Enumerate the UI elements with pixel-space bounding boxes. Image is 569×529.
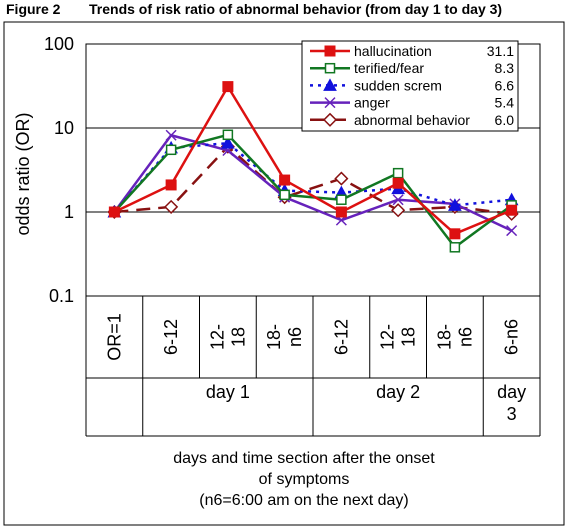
point-marker (324, 97, 336, 109)
marker-stroke (506, 225, 518, 237)
category-label-line: 12- (378, 324, 398, 350)
series-line (113, 133, 513, 232)
legend-value: 31.1 (487, 43, 514, 59)
caption-line-3: (n6=6:00 am on the next day) (199, 492, 408, 509)
category-label: 12- 18 (378, 324, 419, 350)
category-label-line: 6-12 (161, 319, 181, 355)
point-marker (449, 228, 461, 240)
category-label: OR=1 (104, 313, 124, 361)
point-marker (108, 206, 120, 218)
legend-value: 6.0 (495, 112, 515, 128)
series-line (114, 145, 512, 216)
y-tick-label: 0.1 (49, 286, 74, 306)
category-label-line: n6 (455, 327, 475, 347)
legend-label: abnormal behavior (354, 112, 470, 128)
category-label: 18- n6 (434, 324, 475, 350)
category-label-line: 6-n6 (502, 319, 522, 355)
category-label-line: OR=1 (104, 313, 124, 361)
point-marker (449, 242, 461, 253)
point-marker (222, 129, 234, 141)
category-label-line: 18- (264, 324, 284, 350)
category-label: 6-n6 (502, 319, 522, 355)
point-marker (279, 174, 291, 186)
legend-value: 6.6 (495, 77, 515, 93)
legend-entry: hallucination 31.1 (310, 43, 514, 59)
point-marker (324, 62, 336, 74)
point-marker (392, 194, 404, 206)
series-line (113, 85, 513, 236)
category-axis: OR=1 6-12 12- 18 18- n6 6-12 12- 18 18- n6 6-n6day … (85, 296, 541, 437)
marker-stroke (324, 97, 336, 109)
caption-line-2: of symptoms (259, 471, 350, 488)
legend-value: 8.3 (495, 60, 515, 76)
point-marker (506, 225, 518, 237)
group-label: day 1 (206, 382, 250, 402)
legend-label: anger (354, 95, 390, 111)
point-marker (506, 204, 518, 216)
point-marker (222, 81, 234, 93)
group-label: day 2 (376, 382, 420, 402)
legend-label: terified/fear (354, 60, 424, 76)
category-label-line: 18 (399, 327, 419, 347)
group-label: 3 (507, 404, 517, 424)
legend-label: hallucination (354, 43, 432, 59)
y-tick-label: 1 (64, 202, 74, 222)
point-marker (322, 112, 338, 127)
point-marker (165, 129, 177, 141)
category-label-line: 18- (434, 324, 454, 350)
point-marker (448, 198, 462, 211)
point-marker (165, 179, 177, 191)
point-marker (221, 136, 235, 149)
legend-value: 5.4 (495, 95, 515, 111)
figure-frame (3, 21, 565, 526)
y-tick-label: 10 (54, 118, 74, 138)
legend-label: sudden screm (354, 77, 442, 93)
marker-stroke (392, 194, 404, 206)
category-label-line: 12- (207, 324, 227, 350)
legend-box (301, 40, 519, 132)
y-axis-label: odds ratio (OR) (13, 112, 33, 235)
category-label: 12- 18 (207, 324, 248, 350)
point-marker (164, 199, 179, 214)
point-marker (165, 144, 177, 156)
marker-stroke (165, 129, 177, 141)
series-lines (107, 81, 519, 253)
series-0 (108, 81, 518, 240)
category-label-line: 18 (228, 327, 248, 347)
category-label: 6-12 (161, 319, 181, 355)
legend-entry: abnormal behavior 6.0 (310, 112, 514, 128)
point-marker (392, 167, 404, 179)
point-marker (335, 206, 347, 218)
group-label: day (497, 382, 526, 402)
caption-line-1: days and time section after the onset (173, 450, 435, 467)
category-label-line: n6 (285, 327, 305, 347)
point-marker (336, 194, 347, 205)
point-marker (324, 45, 336, 57)
figure-label: Figure 2 (6, 1, 61, 17)
figure-title: Trends of risk ratio of abnormal behavio… (89, 1, 502, 17)
legend-entry: anger 5.4 (310, 95, 514, 111)
category-label-line: 6-12 (331, 319, 351, 355)
y-tick-labels: 0.1 1 10 100 (44, 34, 74, 306)
point-marker (334, 171, 349, 186)
y-tick-label: 100 (44, 34, 74, 54)
point-marker (391, 203, 406, 218)
point-marker (279, 189, 290, 201)
category-label: 6-12 (331, 319, 351, 355)
category-label: 18- n6 (264, 324, 305, 350)
point-marker (392, 177, 404, 189)
point-marker (323, 78, 337, 91)
legend-entry: terified/fear 8.3 (310, 60, 514, 76)
legend-entry: sudden screm 6.6 (310, 77, 514, 93)
